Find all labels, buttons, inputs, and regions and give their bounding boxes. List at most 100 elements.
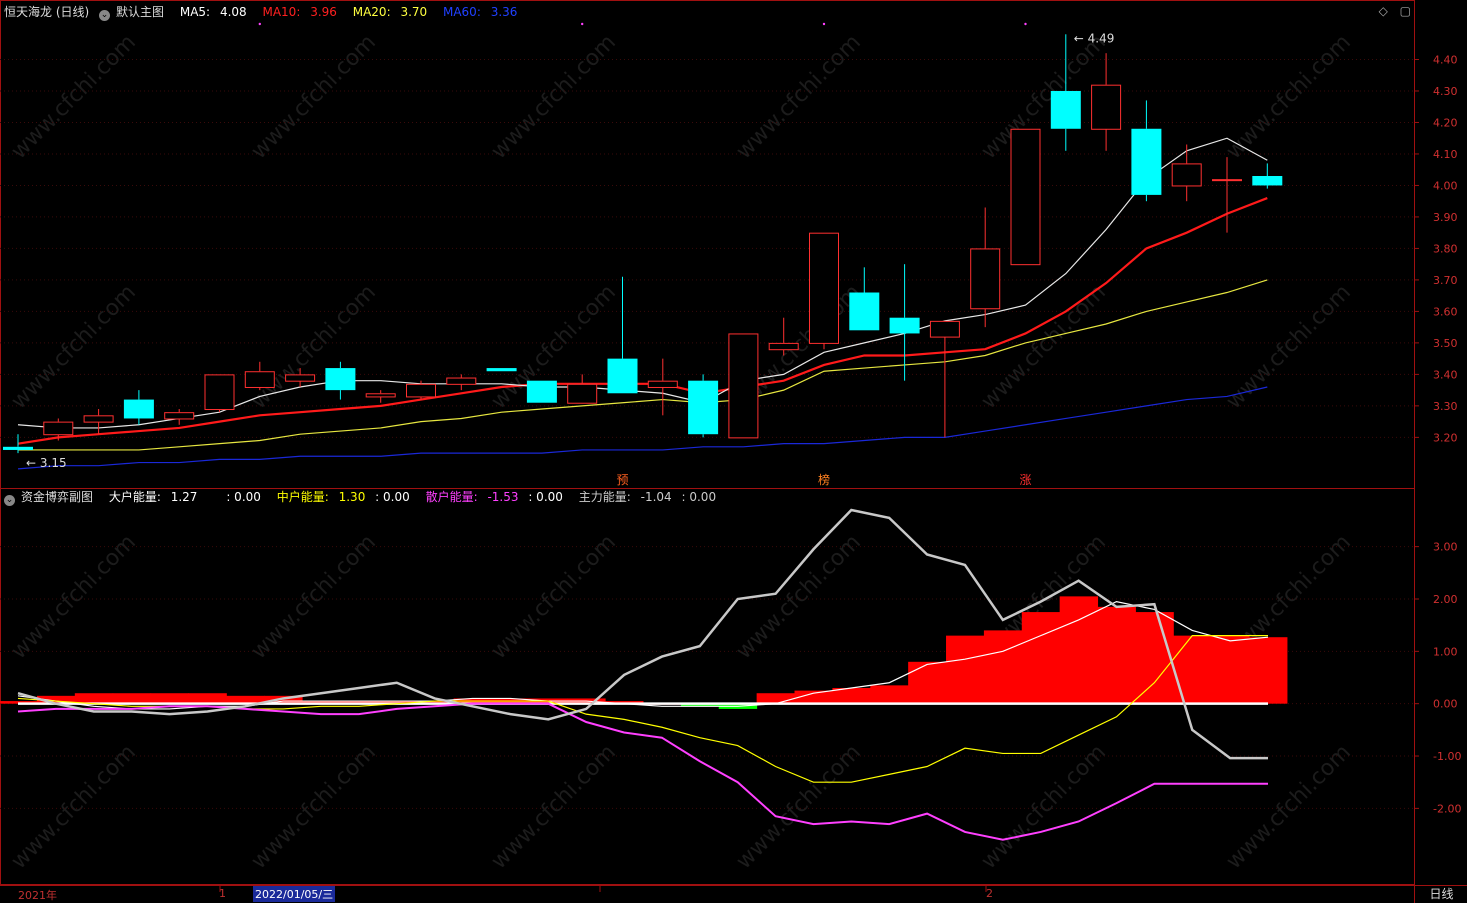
energy-tick-label: 2.00 xyxy=(1433,593,1458,606)
top-dot xyxy=(581,22,584,26)
candle xyxy=(1091,53,1122,151)
candle xyxy=(809,232,839,350)
watermark-12: www.cfchi.com xyxy=(7,530,141,664)
main-energy-readout: 主力能量: -1.04 : 0.00 xyxy=(578,490,717,504)
price-tick-label: 3.20 xyxy=(1433,431,1458,444)
price-tick-label: 3.30 xyxy=(1433,400,1458,413)
candle xyxy=(325,361,356,400)
energy-axis: 3.00 2.00 1.00 0.00 -1.00 -2.00 xyxy=(1414,541,1461,815)
energy-bar xyxy=(1059,596,1099,704)
energy-bar xyxy=(605,701,644,704)
price-tick-label: 3.70 xyxy=(1433,274,1458,287)
candle-body xyxy=(1252,176,1283,186)
candle xyxy=(849,267,880,331)
ma20-line xyxy=(18,279,1268,451)
watermark-14: www.cfchi.com xyxy=(487,530,621,664)
diamond-icon[interactable]: ◇ xyxy=(1378,4,1388,18)
energy-bar xyxy=(1249,637,1288,704)
candle-body xyxy=(164,412,195,420)
price-tick-label: 4.20 xyxy=(1433,116,1458,129)
energy-line-主力能量 xyxy=(17,508,1268,760)
energy-tick-label: 3.00 xyxy=(1433,541,1458,554)
chevron-down-icon[interactable]: ⌄ xyxy=(4,495,15,506)
time-axis: 2021年 1 2022/01/05/三 2 xyxy=(0,885,1414,903)
candle-body xyxy=(1091,84,1122,130)
candle-body xyxy=(607,358,638,394)
period-selector[interactable]: 日线 xyxy=(1429,887,1454,901)
candle-body xyxy=(83,415,114,423)
candle xyxy=(83,409,114,435)
candle-body xyxy=(526,380,557,403)
template-selector[interactable]: ⌄ 默认主图 xyxy=(99,5,165,21)
indicator-selector[interactable]: ⌄ 资金博弈副图 xyxy=(4,490,94,506)
energy-lines xyxy=(17,508,1269,841)
year-label: 2021年 xyxy=(18,889,57,902)
candle xyxy=(406,380,436,400)
watermark-0: www.cfchi.com xyxy=(7,30,141,164)
candle-body xyxy=(1212,179,1242,182)
candle-body xyxy=(325,368,356,391)
candle xyxy=(244,361,275,391)
energy-line-散户能量 xyxy=(17,702,1268,841)
candle xyxy=(1131,100,1162,202)
candle xyxy=(1212,157,1242,233)
watermark-21: www.cfchi.com xyxy=(732,740,866,874)
candle xyxy=(43,418,74,441)
candle-body xyxy=(929,320,960,338)
event-marker: 涨 xyxy=(1020,472,1032,487)
price-tick-label: 4.30 xyxy=(1433,85,1458,98)
watermark-13: www.cfchi.com xyxy=(247,530,381,664)
ma10-readout: MA10: 3.96 xyxy=(262,5,337,19)
price-extreme-label: ← 3.15 xyxy=(26,456,67,470)
mid-energy-readout: 中户能量: 1.30 : 0.00 xyxy=(276,490,410,504)
main-header: 恒天海龙 (日线) ⌄ 默认主图 MA5: 4.08 MA10: 3.96 MA2… xyxy=(4,5,529,21)
energy-tick-label: 0.00 xyxy=(1433,698,1458,711)
energy-bar xyxy=(188,693,227,704)
energy-bar xyxy=(74,693,114,704)
price-tick-label: 3.40 xyxy=(1433,368,1458,381)
candle-body xyxy=(889,317,920,334)
stock-name[interactable]: 恒天海龙 (日线) xyxy=(4,5,90,19)
square-icon[interactable]: ▢ xyxy=(1399,4,1411,18)
price-tick-label: 4.00 xyxy=(1433,179,1458,192)
watermark-2: www.cfchi.com xyxy=(487,30,621,164)
energy-bar xyxy=(908,661,947,704)
energy-bar xyxy=(264,695,303,704)
candle-body xyxy=(768,342,799,351)
candle-body xyxy=(1050,90,1081,129)
candle-body xyxy=(1171,163,1202,187)
month-label-2: 2 xyxy=(986,887,993,900)
chart-toolbar: ◇ ▢ xyxy=(1371,4,1411,18)
energy-bar xyxy=(983,630,1023,704)
price-axis: 3.20 3.30 3.40 3.50 3.60 3.70 3.80 3.90 4.00 4.10… xyxy=(1414,53,1458,444)
candle-body xyxy=(567,383,598,404)
candlestick-series[interactable] xyxy=(3,34,1283,454)
watermark-22: www.cfchi.com xyxy=(977,740,1111,874)
energy-bar xyxy=(1135,612,1174,704)
candle-body xyxy=(1131,128,1162,195)
event-marker: 榜 xyxy=(818,472,830,487)
ma20-readout: MA20: 3.70 xyxy=(352,5,428,19)
energy-bar xyxy=(680,703,720,707)
ma60-line xyxy=(17,386,1268,470)
price-tick-label: 3.80 xyxy=(1433,242,1458,255)
candle xyxy=(688,374,719,438)
candle xyxy=(526,380,557,403)
price-tick-label: 3.90 xyxy=(1433,211,1458,224)
candle xyxy=(365,390,396,403)
price-tick-label: 3.60 xyxy=(1433,305,1458,318)
price-extreme-label: ← 4.49 xyxy=(1074,31,1115,45)
price-tick-label: 3.50 xyxy=(1433,337,1458,350)
candle-body xyxy=(123,399,154,419)
candle xyxy=(889,264,920,381)
candle xyxy=(970,207,1001,328)
candle-body xyxy=(285,374,316,382)
chevron-down-icon[interactable]: ⌄ xyxy=(99,10,111,21)
candle xyxy=(1050,34,1081,151)
watermark-23: www.cfchi.com xyxy=(1222,740,1356,874)
candle xyxy=(446,374,477,391)
energy-bar xyxy=(870,685,909,704)
energy-bar xyxy=(415,701,455,704)
